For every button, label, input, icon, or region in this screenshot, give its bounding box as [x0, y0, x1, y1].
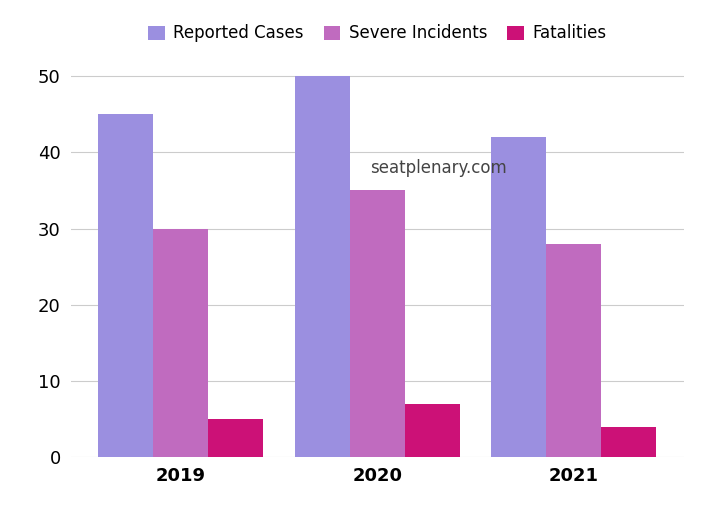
Bar [405, 404, 460, 457]
Legend: Reported Cases, Severe Incidents, Fatalities: Reported Cases, Severe Incidents, Fatali… [142, 18, 613, 49]
Bar [99, 114, 154, 457]
Bar [601, 427, 656, 457]
Bar [208, 419, 263, 457]
Bar [491, 137, 546, 457]
Bar [546, 244, 601, 457]
Text: seatplenary.com: seatplenary.com [370, 159, 507, 177]
Bar [154, 229, 208, 457]
Bar [350, 190, 405, 457]
Bar [295, 76, 350, 457]
